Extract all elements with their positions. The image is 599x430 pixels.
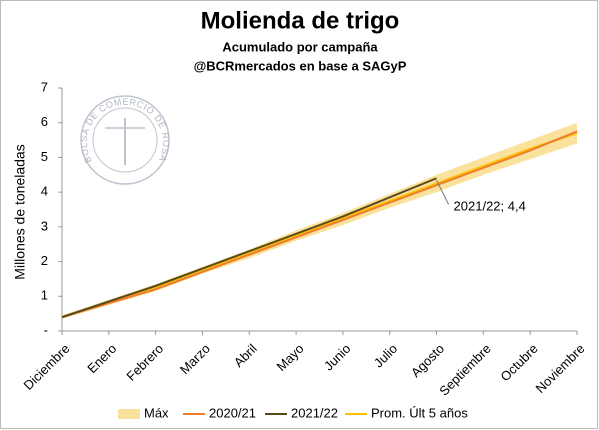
series-line [61,130,578,319]
series-line [61,177,437,319]
y-axis-label: Millones de toneladas [12,144,28,279]
logo-inner-ring [92,107,158,173]
y-tick-label: 6 [41,114,48,129]
legend-label: Prom. Últ 5 años [371,405,468,420]
legend-label: Máx [144,405,169,420]
annotation-leader [436,180,449,205]
y-tick-label: 7 [41,79,48,94]
legend-label: 2020/21 [209,405,256,420]
series-line [61,132,578,319]
chart-title: Molienda de trigo [201,7,400,34]
y-tick-label: 1 [41,288,48,303]
legend-swatch [118,409,140,419]
chart-subtitle: Acumulado por campaña [222,39,378,54]
y-tick-label: - [44,322,48,337]
y-tick-label: 3 [41,218,48,233]
annotation: 2021/22; 4,4 [454,199,526,214]
band-area [62,122,577,319]
legend-label: 2021/22 [291,405,338,420]
chart-source: @BCRmercados en base a SAGyP [194,58,407,73]
y-tick-label: 5 [41,149,48,164]
y-tick-label: 4 [41,184,48,199]
y-tick-label: 2 [41,253,48,268]
logo-ring [80,95,170,185]
